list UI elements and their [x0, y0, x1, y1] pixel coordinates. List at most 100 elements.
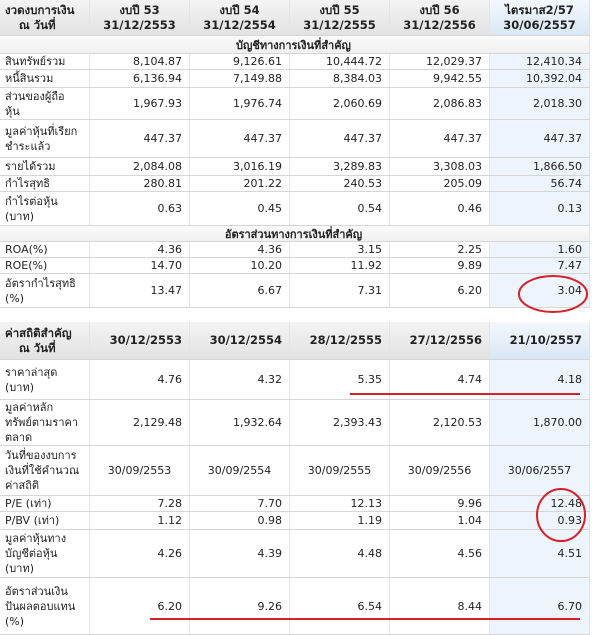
value-text: 11.92 [350, 259, 383, 272]
value-cell: 9.89 [390, 258, 490, 273]
value-cell: 4.48 [290, 530, 390, 577]
row-label: ราคาล่าสุด (บาท) [0, 360, 90, 399]
label-text: (บาท) [5, 209, 34, 223]
value-cell: 1.60 [490, 242, 590, 257]
header-text: 31/12/2554 [203, 17, 276, 32]
header-text: ณ วันที่ [19, 340, 56, 355]
value-cell: 30/09/2553 [90, 446, 190, 495]
value-cell: 280.81 [90, 176, 190, 191]
value-cell: 30/09/2555 [290, 446, 390, 495]
header-cell: งบปี 54 31/12/2554 [190, 0, 290, 35]
value-text: 4.36 [257, 243, 283, 256]
value-text: 7.31 [357, 284, 383, 297]
value-cell: 2.25 [390, 242, 490, 257]
value-text: 0.46 [457, 202, 483, 215]
value-cell: 9.96 [390, 496, 490, 511]
value-text: 7.47 [557, 259, 583, 272]
value-cell: 11.92 [290, 258, 390, 273]
value-cell: 12.48 [490, 496, 590, 511]
header-text: 28/12/2555 [309, 333, 382, 347]
value-cell: 5.35 [290, 360, 390, 399]
value-cell: 12,410.34 [490, 54, 590, 69]
table-row: อัตราส่วนทางการเงินที่สำคัญ [0, 226, 590, 242]
value-cell: 4.74 [390, 360, 490, 399]
label-text: ทรัพย์ตามราคา [5, 416, 79, 429]
value-cell: 0.98 [190, 512, 290, 529]
value-text: 0.98 [257, 514, 283, 527]
header-cell: งบปี 56 31/12/2556 [390, 0, 490, 35]
row-label: สินทรัพย์รวม [0, 54, 90, 69]
label-text: รายได้รวม [5, 160, 56, 173]
value-cell: 201.22 [190, 176, 290, 191]
row-label: กำไรต่อหุ้น (บาท) [0, 192, 90, 225]
value-cell: 12.13 [290, 496, 390, 511]
value-cell: 7,149.88 [190, 70, 290, 87]
row-label: ส่วนของผู้ถือ หุ้น [0, 88, 90, 119]
value-cell: 8.44 [390, 578, 490, 634]
label-text: วันที่ของงบการ [5, 449, 77, 462]
table-row: ส่วนของผู้ถือ หุ้น 1,967.93 1,976.74 2,060.6… [0, 88, 590, 120]
label-text: ตลาด [5, 431, 33, 444]
value-cell: 447.37 [390, 120, 490, 157]
value-text: 9.89 [457, 259, 483, 272]
label-text: (%) [5, 291, 25, 305]
value-cell: 1,967.93 [90, 88, 190, 119]
value-text: 9.26 [257, 599, 283, 613]
label-text: ชำระแล้ว [5, 139, 51, 153]
value-text: 56.74 [550, 177, 583, 190]
value-text: 1,976.74 [233, 97, 282, 110]
value-text: 13.47 [150, 284, 183, 297]
value-cell: 0.93 [490, 512, 590, 529]
header-text: 31/12/2555 [303, 17, 376, 32]
table-row: มูลค่าหุ้นที่เรียก ชำระแล้ว 447.37 447.37 44… [0, 120, 590, 158]
value-text: 0.45 [257, 202, 283, 215]
value-text: 2,129.48 [133, 416, 182, 429]
header-cell: ค่าสถิติสำคัญณ วันที่ [0, 322, 90, 359]
value-cell: 7.70 [190, 496, 290, 511]
value-cell: 3,308.03 [390, 158, 490, 175]
value-cell: 2,018.30 [490, 88, 590, 119]
header-cell: งบปี 55 31/12/2555 [290, 0, 390, 35]
table-row: ROA(%) 4.36 4.36 3.15 2.25 1.60 [0, 242, 590, 258]
value-text: 3.15 [357, 243, 383, 256]
value-cell: 2,393.43 [290, 400, 390, 445]
table-row: อัตรากำไรสุทธิ (%) 13.47 6.67 7.31 6.20 3.04 [0, 274, 590, 308]
value-cell: 0.13 [490, 192, 590, 225]
value-cell: 3,016.19 [190, 158, 290, 175]
label-text: บัญชีต่อหุ้น [5, 547, 58, 560]
value-cell: 6.20 [390, 274, 490, 307]
header-text: 21/10/2557 [509, 333, 582, 347]
label-text: เงินที่ใช้คำนวณ [5, 464, 80, 477]
value-cell: 6.67 [190, 274, 290, 307]
value-cell: 4.18 [490, 360, 590, 399]
label-text: (บาท) [5, 380, 34, 394]
header-text: งวดงบการเงิน [5, 2, 75, 17]
value-text: 3.04 [557, 284, 583, 297]
header-text: 31/12/2556 [403, 17, 476, 32]
row-label: มูลค่าหุ้นที่เรียก ชำระแล้ว [0, 120, 90, 157]
value-cell: 8,104.87 [90, 54, 190, 69]
row-label: อัตราส่วนเงิน ปันผลตอบแทน (%) [0, 578, 90, 634]
label-text: มูลค่าหุ้นที่เรียก [5, 124, 78, 138]
value-cell: 14.70 [90, 258, 190, 273]
header-text: ไตรมาส2/57 [505, 2, 574, 17]
value-text: 447.37 [343, 132, 383, 145]
value-text: 2.25 [457, 243, 483, 256]
label-text: อัตรากำไรสุทธิ [5, 276, 76, 290]
table-row: กำไรต่อหุ้น (บาท) 0.63 0.45 0.54 0.46 0.13 [0, 192, 590, 226]
value-text: 12.13 [350, 497, 383, 510]
value-text: 4.56 [457, 547, 483, 560]
header-text: 30/12/2554 [209, 333, 282, 347]
value-text: 240.53 [343, 177, 383, 190]
value-cell: 2,120.53 [390, 400, 490, 445]
label-text: หนี้สินรวม [5, 72, 54, 85]
header-cell: งบปี 53 31/12/2553 [90, 0, 190, 35]
table-row: ราคาล่าสุด (บาท) 4.76 4.32 5.35 4.74 4.18 [0, 360, 590, 400]
label-text: P/E (เท่า) [5, 497, 52, 510]
value-text: 4.36 [157, 243, 183, 256]
value-cell: 7.47 [490, 258, 590, 273]
value-cell: 30/09/2554 [190, 446, 290, 495]
value-text: 2,393.43 [333, 416, 382, 429]
value-cell: 30/09/2556 [390, 446, 490, 495]
value-cell: 447.37 [290, 120, 390, 157]
